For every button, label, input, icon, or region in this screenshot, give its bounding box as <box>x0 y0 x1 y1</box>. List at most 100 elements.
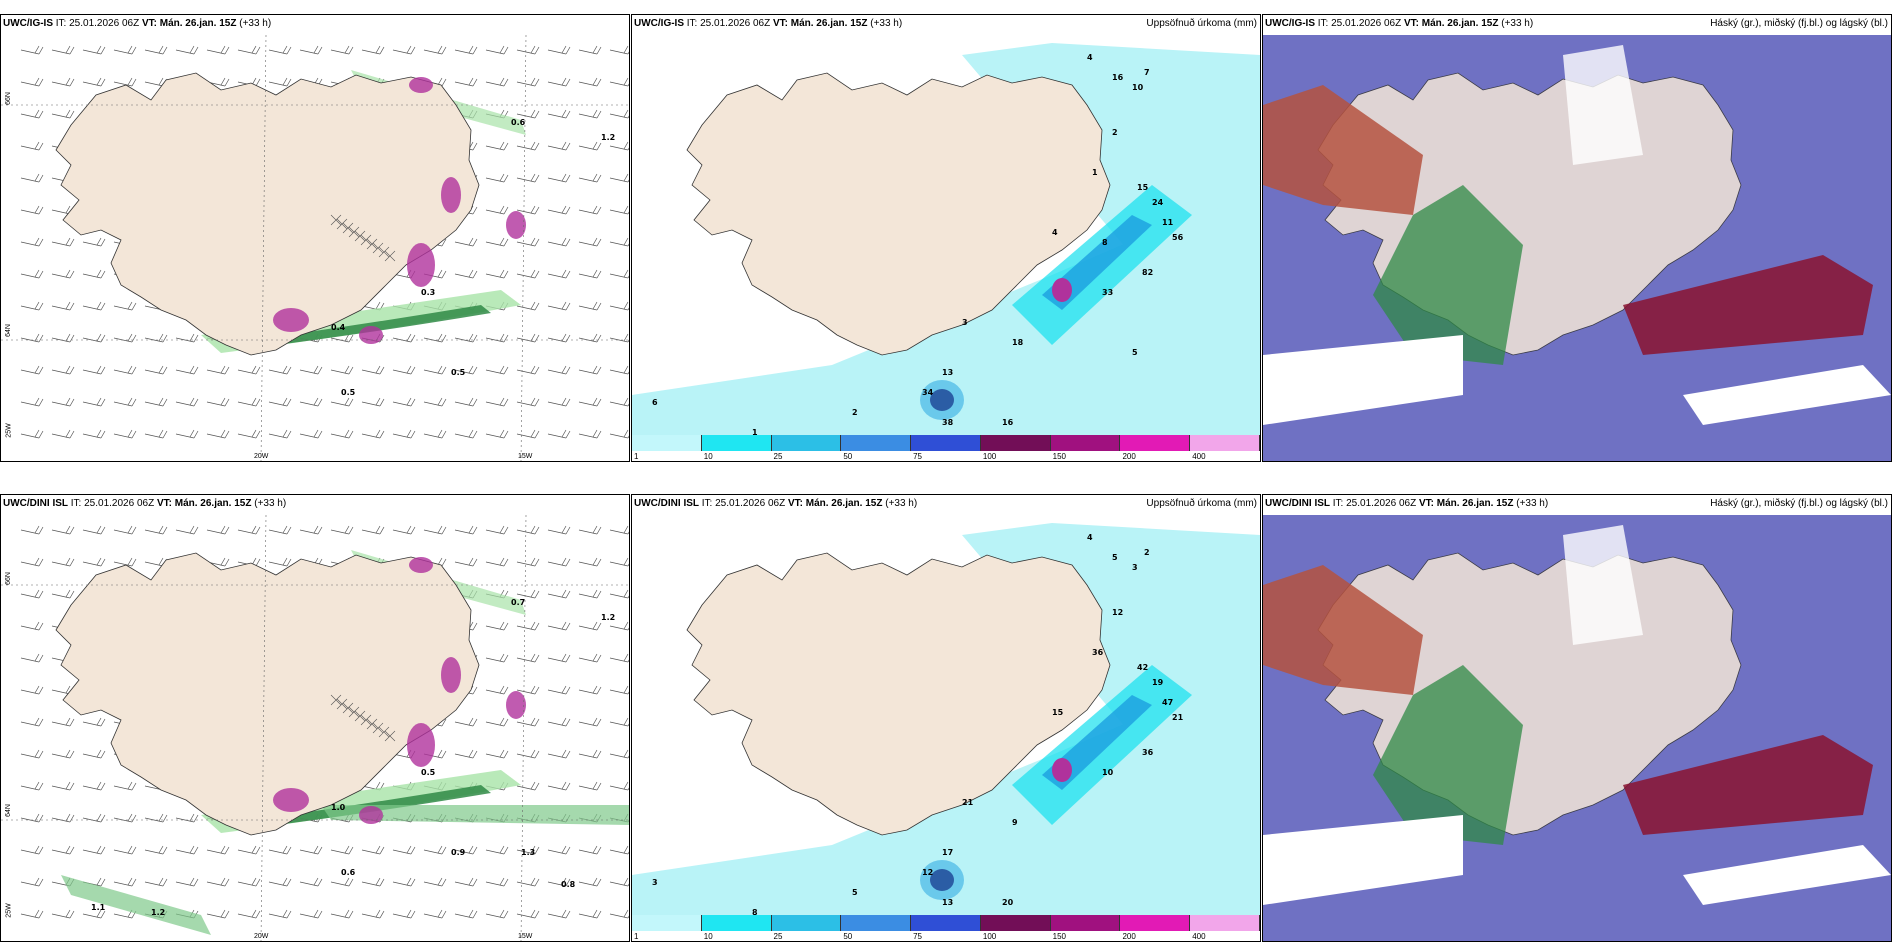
wind-barb <box>516 397 540 407</box>
wind-barb <box>485 877 509 887</box>
wind-barb <box>82 45 106 55</box>
panel-title: Háský (gr.), miðský (fj.bl.) og lágský (… <box>1710 18 1888 29</box>
legend-swatch <box>1050 435 1121 451</box>
wind-barb <box>516 173 540 183</box>
precip-value: 19 <box>1152 678 1164 687</box>
wind-barb <box>299 45 323 55</box>
wind-barb <box>20 397 44 407</box>
wind-barb <box>175 845 199 855</box>
wind-barb <box>20 269 44 279</box>
wind-barb <box>113 301 137 311</box>
precip-value: 6 <box>652 398 658 407</box>
convective-cell <box>506 691 526 719</box>
legend-tick: 1 <box>634 452 639 461</box>
wind-barb <box>20 141 44 151</box>
legend-swatch <box>980 435 1051 451</box>
wind-barb <box>20 781 44 791</box>
legend-swatch <box>1190 435 1260 451</box>
wind-barb <box>20 621 44 631</box>
wind-barb <box>609 109 629 119</box>
wind-barb <box>578 845 602 855</box>
legend-swatch <box>701 435 772 451</box>
wind-barb <box>516 365 540 375</box>
wind-barb <box>547 77 571 87</box>
wind-barb <box>51 845 75 855</box>
wind-barb <box>113 45 137 55</box>
wind-barb <box>51 525 75 535</box>
wind-barb <box>330 429 354 439</box>
legend-tick: 75 <box>913 932 923 941</box>
wind-barb <box>485 205 509 215</box>
precip-value: 3 <box>1132 563 1138 572</box>
wind-barb <box>423 909 447 919</box>
wind-barb <box>20 909 44 919</box>
wind-barb <box>454 429 478 439</box>
hatch-mark <box>336 218 348 230</box>
lat-label: 64N <box>4 324 12 337</box>
wind-barb <box>175 365 199 375</box>
wind-barb <box>20 77 44 87</box>
wind-barb <box>454 845 478 855</box>
wind-barb <box>268 429 292 439</box>
precip-value: 5 <box>1112 553 1118 562</box>
wind-barb <box>144 877 168 887</box>
wind-barb <box>547 685 571 695</box>
precip-value: 36 <box>1092 648 1104 657</box>
wind-barb <box>268 45 292 55</box>
wind-barb <box>423 365 447 375</box>
wind-barb <box>609 653 629 663</box>
wind-barb <box>485 621 509 631</box>
contour-value: 1.1 <box>91 903 106 912</box>
wind-barb <box>578 429 602 439</box>
hatch-mark <box>342 702 354 714</box>
precip-value: 9 <box>1012 818 1018 827</box>
meridian <box>260 515 267 941</box>
mid-cloud <box>1373 185 1523 365</box>
hatch-mark <box>330 214 342 226</box>
wind-barb <box>20 525 44 535</box>
hatch-mark <box>348 706 360 718</box>
wind-barb <box>485 237 509 247</box>
wind-barb <box>82 269 106 279</box>
wind-barb <box>113 77 137 87</box>
wind-barb <box>609 429 629 439</box>
wind-barb <box>485 365 509 375</box>
wind-barb <box>82 237 106 247</box>
precip-band <box>61 875 211 935</box>
legend-tick: 10 <box>703 452 713 461</box>
hatch-mark <box>348 226 360 238</box>
wind-barb <box>82 909 106 919</box>
wind-barb <box>547 653 571 663</box>
panel-header: UWC/DINI ISL IT: 25.01.2026 06Z VT: Mán.… <box>634 498 918 509</box>
convective-cell <box>441 657 461 693</box>
legend-swatch <box>632 435 702 451</box>
wind-barb <box>82 749 106 759</box>
wind-barb <box>516 781 540 791</box>
wind-barb <box>51 301 75 311</box>
wind-barb <box>20 653 44 663</box>
wind-barb <box>547 429 571 439</box>
legend-tick: 100 <box>982 932 997 941</box>
wind-barb <box>485 525 509 535</box>
wind-barb <box>144 429 168 439</box>
wind-barb <box>454 269 478 279</box>
hatch-mark <box>360 714 372 726</box>
precip-value: 1 <box>752 428 758 437</box>
wind-barb <box>454 45 478 55</box>
wind-barb <box>392 909 416 919</box>
legend-tick: 400 <box>1192 932 1206 941</box>
precip-value: 38 <box>942 418 954 427</box>
convective-cell <box>273 788 309 812</box>
precip-value: 10 <box>1102 768 1114 777</box>
panel-r1-precip: UWC/IG-IS IT: 25.01.2026 06Z VT: Mán. 26… <box>631 14 1261 462</box>
wind-barb <box>423 877 447 887</box>
wind-barb <box>330 845 354 855</box>
wind-barb <box>144 333 168 343</box>
wind-barb <box>20 237 44 247</box>
precip-value: 47 <box>1162 698 1173 707</box>
contour-value: 1.3 <box>521 848 535 857</box>
wind-barb <box>423 45 447 55</box>
wind-barb <box>485 333 509 343</box>
wind-barb <box>578 749 602 759</box>
lat-label: 66N <box>4 92 12 105</box>
